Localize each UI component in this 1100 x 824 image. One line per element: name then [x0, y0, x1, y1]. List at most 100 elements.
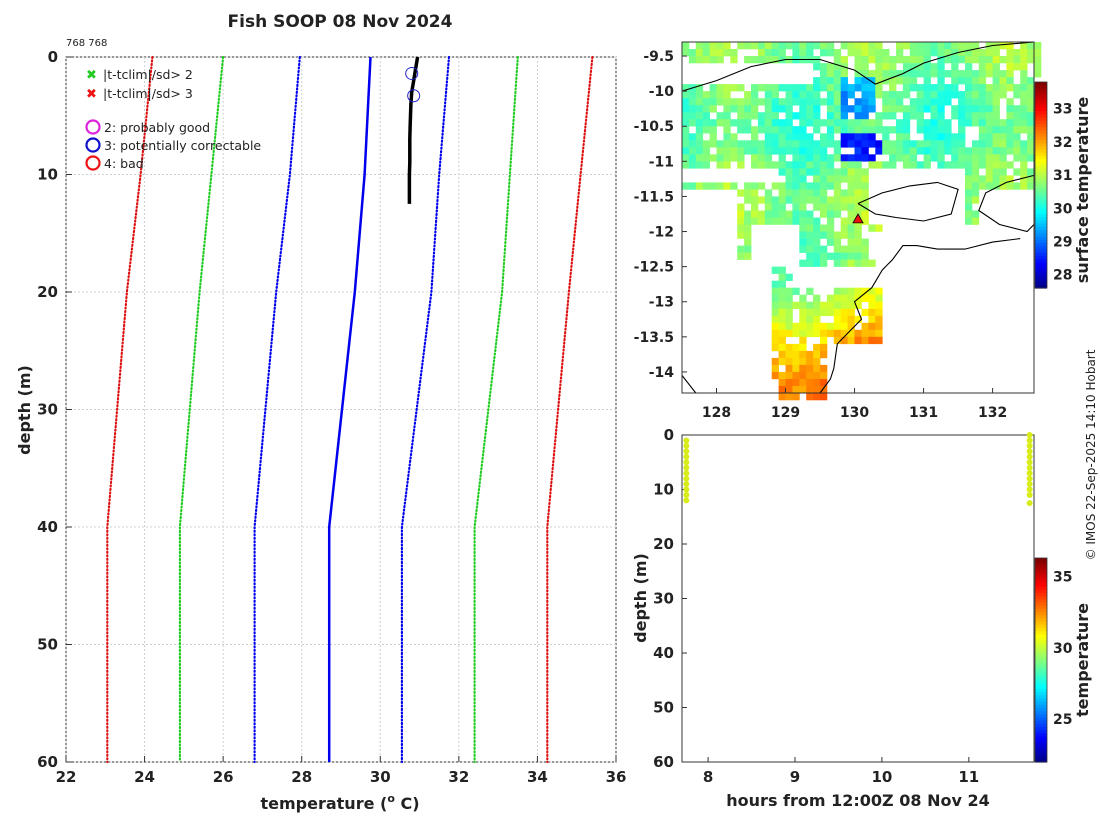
- sst-cell: [854, 329, 862, 338]
- sst-cell: [854, 63, 862, 71]
- colorbar-cell: [1035, 146, 1047, 151]
- legend-qc-circle: [85, 137, 101, 153]
- sst-cell: [820, 196, 828, 204]
- sst-cell: [813, 98, 821, 106]
- sst-cell: [695, 98, 704, 106]
- x-tick-label: 24: [134, 768, 155, 786]
- sst-cell: [744, 147, 752, 155]
- sst-cell: [820, 379, 828, 387]
- sst-cell: [806, 231, 814, 239]
- sst-cell: [737, 154, 745, 162]
- sst-cell: [978, 182, 987, 190]
- colorbar-cell: [1035, 698, 1047, 703]
- sst-cell: [1020, 49, 1028, 57]
- sst-cell: [971, 91, 980, 99]
- sst-cell: [771, 322, 779, 331]
- sst-cell: [1013, 56, 1021, 64]
- sst-cell: [799, 329, 807, 338]
- sst-cell: [951, 140, 959, 148]
- sst-cell: [806, 371, 814, 380]
- y-tick-label: 0: [664, 426, 674, 444]
- sst-cell: [937, 154, 945, 162]
- sst-cell: [744, 189, 752, 197]
- sst-cell: [702, 112, 710, 120]
- sst-cell: [861, 189, 869, 197]
- sst-cell: [978, 63, 987, 71]
- sst-cell: [806, 84, 814, 92]
- sst-cell: [902, 133, 911, 141]
- sst-cell: [799, 238, 807, 246]
- sst-cell: [951, 154, 959, 162]
- sst-cell: [757, 112, 766, 120]
- sst-cell: [965, 77, 973, 85]
- sst-cell: [806, 105, 814, 113]
- sst-cell: [826, 294, 835, 302]
- sst-cell: [806, 350, 814, 359]
- sst-cell: [709, 119, 717, 127]
- y-tick-label: 40: [37, 518, 58, 536]
- sst-cell: [854, 56, 862, 64]
- sst-cell: [737, 98, 745, 106]
- sst-cell: [833, 245, 842, 253]
- colorbar-cell: [1035, 175, 1047, 180]
- colorbar-cell: [1035, 156, 1047, 160]
- sst-cell: [778, 393, 786, 401]
- sst-cell: [937, 98, 945, 106]
- sst-cell: [971, 175, 980, 183]
- sst-cell: [778, 42, 786, 50]
- sst-cell: [868, 126, 876, 134]
- sst-cell: [792, 357, 800, 366]
- sst-cell: [744, 112, 752, 120]
- sst-cell: [944, 42, 952, 50]
- sst-cell: [806, 315, 814, 324]
- sst-cell: [840, 336, 848, 345]
- sst-cell: [1027, 147, 1035, 155]
- sst-cell: [778, 161, 786, 169]
- sst-cell: [806, 393, 814, 401]
- sst-cell: [751, 105, 759, 113]
- sst-cell: [764, 49, 773, 57]
- sst-cell: [799, 231, 807, 239]
- sst-cell: [875, 140, 883, 148]
- sst-cell: [820, 224, 828, 232]
- sst-cell: [771, 84, 779, 92]
- sst-cell: [792, 49, 800, 57]
- sst-cell: [833, 84, 842, 92]
- sst-cell: [854, 49, 862, 57]
- sst-cell: [944, 161, 952, 169]
- sst-cell: [868, 70, 876, 78]
- sst-cell: [813, 161, 821, 169]
- sst-cell: [992, 105, 1000, 113]
- sst-cell: [965, 119, 973, 127]
- sst-cell: [840, 98, 848, 106]
- sst-cell: [799, 168, 807, 176]
- sst-cell: [868, 105, 876, 113]
- sst-cell: [813, 224, 821, 232]
- sst-cell: [1027, 140, 1035, 148]
- sst-cell: [999, 91, 1007, 99]
- sst-cell: [1027, 119, 1035, 127]
- sst-cell: [1006, 126, 1014, 134]
- section-dot: [683, 475, 690, 482]
- sst-cell: [833, 287, 842, 295]
- sst-cell: [847, 140, 855, 148]
- sst-cell: [792, 112, 800, 120]
- sst-cell: [737, 147, 745, 155]
- section-ylabel: depth (m): [631, 553, 650, 643]
- sst-cell: [854, 224, 862, 232]
- sst-cell: [778, 217, 786, 225]
- colorbar-cell: [1035, 609, 1047, 613]
- sst-cell: [709, 91, 717, 99]
- sst-cell: [847, 154, 855, 162]
- sst-cell: [737, 112, 745, 120]
- sst-cell: [792, 42, 800, 50]
- sst-cell: [854, 336, 862, 345]
- station-marker: [852, 213, 864, 224]
- sst-cell: [930, 70, 938, 78]
- sst-cell: [744, 231, 752, 239]
- sst-cell: [1034, 56, 1042, 64]
- sst-cell: [688, 182, 697, 190]
- sst-cell: [813, 386, 821, 394]
- sst-cell: [951, 161, 959, 169]
- sst-cell: [744, 56, 752, 64]
